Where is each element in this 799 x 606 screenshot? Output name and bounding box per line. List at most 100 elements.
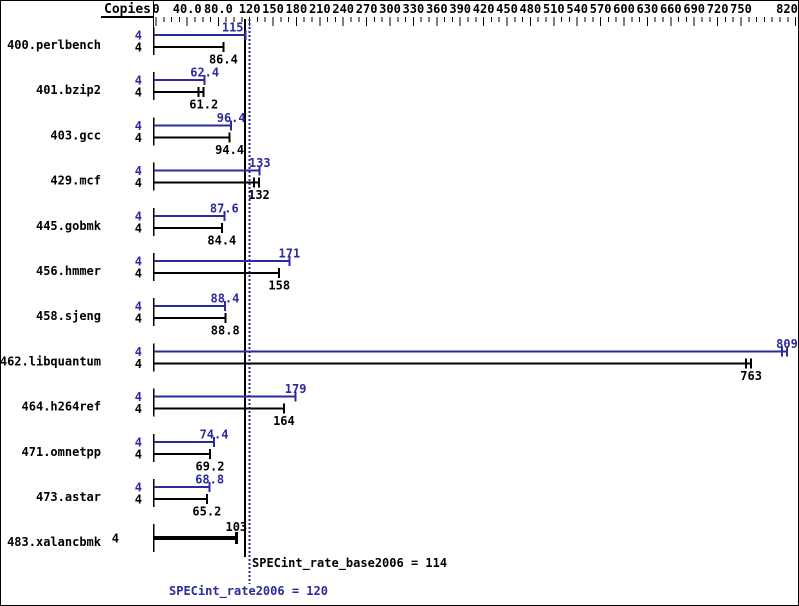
base-bar <box>154 46 224 48</box>
base-bar-end-cap <box>234 532 238 545</box>
base-bar-end-cap <box>205 494 208 504</box>
peak-value-label: 133 <box>249 156 271 170</box>
base-bar <box>154 536 237 541</box>
axis-tick-label: 660 <box>660 2 682 16</box>
copies-header-underline <box>101 16 154 18</box>
peak-bar-end-cap <box>223 210 226 221</box>
peak-value-label: 62.4 <box>190 66 219 80</box>
copies-label-base: 4 <box>135 221 142 235</box>
axis-tick-label: 420 <box>473 2 495 16</box>
axis-tick-label: 750 <box>730 2 752 16</box>
benchmark-row-456.hmmer: 456.hmmer 4 171 4 158 <box>36 247 300 293</box>
copies-label-peak: 4 <box>135 209 142 223</box>
peak-value-label: 74.4 <box>200 427 229 441</box>
peak-value-label: 115 <box>222 21 244 35</box>
axis-tick-label: 210 <box>309 2 331 16</box>
axis-tick-label: 360 <box>426 2 448 16</box>
base-bar-end-cap <box>224 313 227 324</box>
benchmark-row-471.omnetpp: 471.omnetpp 4 74.4 4 69.2 <box>22 427 229 473</box>
peak-bar-end-cap <box>258 165 261 176</box>
peak-bar <box>154 34 246 36</box>
axis-tick-label: 40.0 <box>173 2 202 16</box>
peak-bar <box>154 395 296 398</box>
copies-label-peak: 4 <box>135 345 142 359</box>
copies-label-peak: 4 <box>135 390 142 404</box>
peak-bar <box>154 124 232 127</box>
base-bar-end-cap <box>282 403 285 414</box>
benchmark-row-403.gcc: 403.gcc 4 96.4 4 94.4 <box>50 111 245 157</box>
peak-bar-end-cap <box>223 301 226 312</box>
copies-label-peak: 4 <box>135 300 142 314</box>
base-value-label: 103 <box>225 520 247 534</box>
axis-tick-label: 820 <box>776 2 798 16</box>
peak-bar <box>154 214 225 217</box>
base-bar-run-mark <box>745 358 748 369</box>
peak-bar-end-cap <box>208 482 211 492</box>
copies-label-base: 4 <box>135 357 142 371</box>
axis-tick-label: 390 <box>449 2 471 16</box>
base-bar-end-cap <box>220 222 223 233</box>
peak-value-label: 179 <box>285 382 307 396</box>
axis-tick-label: 630 <box>637 2 659 16</box>
benchmark-row-464.h264ref: 464.h264ref 4 179 4 164 <box>22 382 307 428</box>
base-bar-end-cap <box>257 177 260 188</box>
benchmark-name-label: 401.bzip2 <box>36 83 101 97</box>
peak-bar <box>154 169 260 172</box>
copies-label-base: 4 <box>135 41 142 55</box>
base-metric-label: SPECint_rate_base2006 = 114 <box>252 556 448 570</box>
benchmark-row-429.mcf: 429.mcf 4 133 4 132 <box>50 156 270 202</box>
axis-tick-label: 450 <box>496 2 518 16</box>
copies-label-base: 4 <box>135 447 142 461</box>
copies-label-peak: 4 <box>135 481 142 495</box>
base-bar <box>154 91 204 94</box>
base-bar-end-cap <box>228 132 231 143</box>
copies-label-base: 4 <box>135 402 142 416</box>
axis-tick-label: 540 <box>566 2 588 16</box>
peak-value-label: 87.6 <box>210 201 239 215</box>
axis-tick-label: 510 <box>543 2 565 16</box>
benchmark-name-label: 456.hmmer <box>36 264 101 278</box>
base-bar-run-mark <box>197 87 200 98</box>
copies-label-base: 4 <box>112 532 119 546</box>
base-value-label: 132 <box>248 188 270 202</box>
benchmark-name-label: 473.astar <box>36 490 101 504</box>
benchmark-name-label: 462.libquantum <box>1 354 101 368</box>
base-bar <box>154 226 222 229</box>
base-value-label: 94.4 <box>215 143 244 157</box>
base-value-label: 164 <box>273 414 295 428</box>
axis-tick-label: 120 <box>239 2 261 16</box>
axis-tick-label: 480 <box>520 2 542 16</box>
benchmark-name-label: 445.gobmk <box>36 219 102 233</box>
peak-bar <box>154 440 215 443</box>
axis-tick-label: 80.0 <box>204 2 233 16</box>
base-value-label: 69.2 <box>196 459 225 473</box>
base-value-label: 763 <box>740 369 762 383</box>
benchmark-row-400.perlbench: 400.perlbench 4 115 4 86.4 <box>7 21 247 67</box>
benchmark-row-445.gobmk: 445.gobmk 4 87.6 4 84.4 <box>36 201 239 247</box>
base-bar <box>154 272 280 274</box>
base-bar-end-cap <box>750 358 753 369</box>
peak-value-label: 809 <box>776 337 798 351</box>
axis-tick-label: 600 <box>613 2 635 16</box>
axis-tick-label: 270 <box>356 2 378 16</box>
base-bar <box>154 362 752 365</box>
axis-tick-label: 690 <box>683 2 705 16</box>
base-bar <box>154 317 226 320</box>
copies-column-header: Copies <box>104 2 151 17</box>
copies-label-peak: 4 <box>135 255 142 269</box>
benchmark-name-label: 403.gcc <box>50 128 101 142</box>
base-value-label: 65.2 <box>192 505 221 519</box>
peak-bar-end-cap <box>294 391 297 402</box>
peak-bar <box>154 305 225 308</box>
copies-label-base: 4 <box>135 312 142 326</box>
base-value-label: 84.4 <box>207 233 236 247</box>
peak-bar-run-mark <box>781 346 784 357</box>
benchmark-row-473.astar: 473.astar 4 68.8 4 65.2 <box>36 473 224 519</box>
axis-tick-label: 330 <box>403 2 425 16</box>
base-bar <box>154 407 284 410</box>
peak-bar-end-cap <box>786 346 789 357</box>
peak-value-label: 68.8 <box>195 473 224 487</box>
axis-tick-label: 0 <box>152 2 159 16</box>
